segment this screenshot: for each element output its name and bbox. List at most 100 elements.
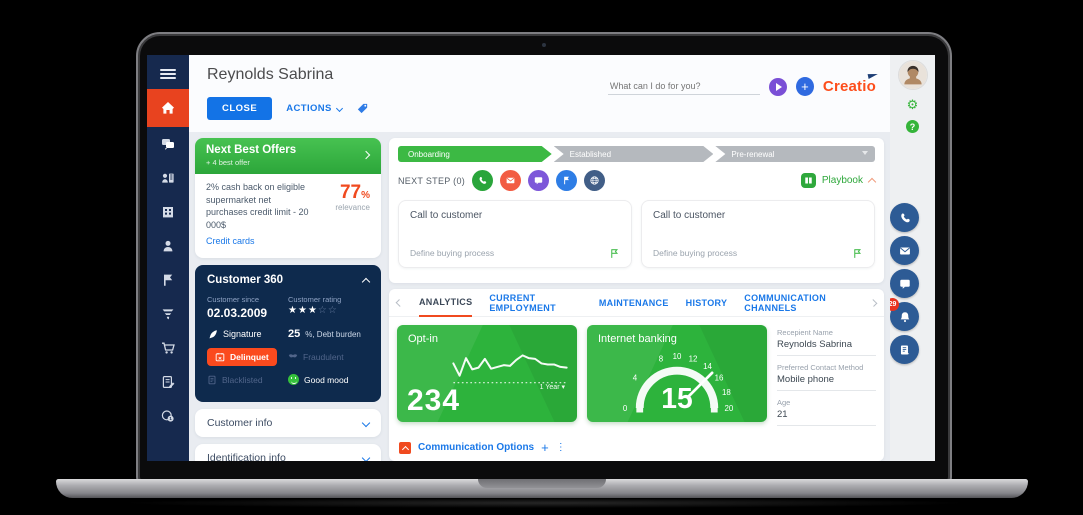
- customer-info-accordion[interactable]: Customer info: [195, 409, 381, 438]
- close-button[interactable]: CLOSE: [207, 97, 273, 120]
- preferred-contact-method-field[interactable]: Preferred Contact Method Mobile phone: [777, 363, 876, 391]
- chats-icon: [162, 139, 174, 150]
- accounts-icon: [163, 207, 173, 218]
- left-column: Next Best Offers + 4 best offer 2% cash …: [195, 138, 381, 461]
- tab-bar: ANALYTICS CURRENT EMPLOYMENT MAINTENANCE…: [389, 289, 884, 317]
- svg-text:20: 20: [725, 404, 734, 413]
- sidebar-item-home[interactable]: [147, 89, 189, 127]
- identification-info-accordion[interactable]: Identification info: [195, 444, 381, 461]
- stage-pipeline: Onboarding Established Pre-renewal: [398, 146, 876, 162]
- stage-established[interactable]: Established: [554, 146, 714, 162]
- sidebar-item-orders[interactable]: [147, 365, 189, 399]
- detail-panel: ANALYTICS CURRENT EMPLOYMENT MAINTENANCE…: [389, 289, 884, 461]
- svg-text:15: 15: [661, 382, 692, 414]
- help-icon[interactable]: ?: [906, 120, 919, 133]
- stage-pre-renewal[interactable]: Pre-renewal: [715, 146, 876, 162]
- assistant-play-button[interactable]: [768, 77, 787, 96]
- creatio-logo: Creatio: [823, 72, 879, 95]
- collapse-icon[interactable]: [399, 441, 411, 454]
- cart-icon: [162, 342, 175, 354]
- svg-text:16: 16: [715, 373, 724, 382]
- mask-icon: [288, 354, 298, 358]
- task-card[interactable]: Call to customer Define buying process: [641, 200, 875, 268]
- chat-fab[interactable]: [890, 269, 919, 298]
- document-icon: [208, 375, 216, 385]
- call-step-button[interactable]: [472, 170, 494, 191]
- email-fab[interactable]: [890, 236, 919, 265]
- stage-dropdown-icon[interactable]: [862, 151, 869, 155]
- main-content: Next Best Offers + 4 best offer 2% cash …: [189, 132, 890, 461]
- gear-icon[interactable]: ⚙: [906, 98, 919, 113]
- sidebar-item-accounts[interactable]: [147, 195, 189, 229]
- chat-step-button[interactable]: [528, 170, 550, 191]
- tab-history[interactable]: HISTORY: [685, 297, 728, 308]
- page-title: Reynolds Sabrina: [207, 66, 334, 83]
- phone-fab[interactable]: [890, 203, 919, 232]
- web-step-button[interactable]: [584, 170, 606, 191]
- email-step-button[interactable]: [500, 170, 522, 191]
- task-card[interactable]: Call to customer Define buying process: [398, 200, 632, 268]
- next-step-label: NEXT STEP (0): [398, 175, 466, 186]
- credit-cards-link[interactable]: Credit cards: [206, 236, 255, 247]
- user-avatar[interactable]: [897, 60, 928, 90]
- sidebar-item-chats[interactable]: [147, 127, 189, 161]
- playbook-toggle[interactable]: Playbook: [800, 173, 877, 188]
- bell-icon: [900, 311, 909, 322]
- sidebar-item-cart[interactable]: [147, 331, 189, 365]
- customer-since-label: Customer since: [207, 295, 260, 305]
- debt-value: 25: [288, 328, 301, 341]
- delinquent-flag[interactable]: Delinquet: [207, 348, 277, 367]
- chevron-up-icon: [867, 177, 877, 187]
- internet-banking-widget[interactable]: Internet banking 0 4 8 10 12 14 16 18 20 15: [587, 325, 767, 422]
- add-communication-button[interactable]: +: [541, 440, 549, 455]
- collapse-icon[interactable]: [361, 277, 371, 287]
- notifications-fab[interactable]: 29: [886, 298, 919, 331]
- plane-icon: [867, 72, 879, 79]
- next-best-offers-header[interactable]: Next Best Offers + 4 best offer: [195, 138, 381, 174]
- communication-fab-stack: 29: [886, 203, 919, 364]
- blacklisted-flag[interactable]: Blacklisted: [207, 375, 263, 385]
- feed-fab[interactable]: [890, 335, 919, 364]
- assistant-input[interactable]: [607, 78, 760, 95]
- fraudulent-flag[interactable]: Fraudulent: [288, 352, 344, 362]
- laptop-notch: [478, 479, 606, 488]
- tabs-scroll-right-icon[interactable]: [869, 298, 878, 307]
- sidebar-item-flag[interactable]: [147, 263, 189, 297]
- communication-options-label: Communication Options: [418, 442, 535, 453]
- svg-text:14: 14: [703, 362, 712, 371]
- tab-current-employment[interactable]: CURRENT EMPLOYMENT: [489, 292, 556, 313]
- tab-maintenance[interactable]: MAINTENANCE: [598, 297, 669, 308]
- stage-onboarding[interactable]: Onboarding: [398, 146, 552, 162]
- offer-text: 2% cash back on eligible supermarket net…: [206, 182, 309, 230]
- opt-in-title: Opt-in: [408, 333, 438, 345]
- tab-analytics[interactable]: ANALYTICS: [419, 288, 473, 317]
- tag-icon[interactable]: [356, 102, 369, 115]
- recipient-name-field[interactable]: Recepient Name Reynolds Sabrina: [777, 328, 876, 356]
- opt-in-widget[interactable]: Opt-in 1 Year ▾ 234: [397, 325, 577, 422]
- add-button[interactable]: +: [795, 77, 814, 96]
- sidebar-item-finance[interactable]: 1: [147, 399, 189, 433]
- svg-text:18: 18: [722, 388, 731, 397]
- sidebar-item-person[interactable]: [147, 229, 189, 263]
- tabs-scroll-left-icon[interactable]: [395, 298, 404, 307]
- mail-icon: [506, 177, 515, 184]
- age-field[interactable]: Age 21: [777, 398, 876, 426]
- record-header: Reynolds Sabrina CLOSE ACTIONS + Creatio: [189, 55, 890, 132]
- home-icon: [162, 102, 174, 114]
- calendar-icon: [215, 353, 225, 362]
- tab-communication-channels[interactable]: COMMUNICATION CHANNELS: [744, 292, 826, 313]
- laptop-frame: 1 Reynolds Sabrina CLOSE ACTIONS +: [136, 32, 952, 485]
- hamburger-menu-icon[interactable]: [147, 59, 189, 89]
- actions-menu[interactable]: ACTIONS: [286, 103, 343, 114]
- period-selector[interactable]: 1 Year ▾: [539, 384, 565, 391]
- mail-icon: [899, 247, 910, 254]
- svg-text:10: 10: [673, 352, 682, 361]
- task-step-button[interactable]: [556, 170, 578, 191]
- more-options-icon[interactable]: ⋮: [555, 442, 566, 453]
- sidebar-item-contacts[interactable]: [147, 161, 189, 195]
- customer-360-card: Customer 360 Customer since 02.03.2009 C…: [195, 265, 381, 403]
- chat-icon: [534, 177, 543, 185]
- sidebar-item-funnel[interactable]: [147, 297, 189, 331]
